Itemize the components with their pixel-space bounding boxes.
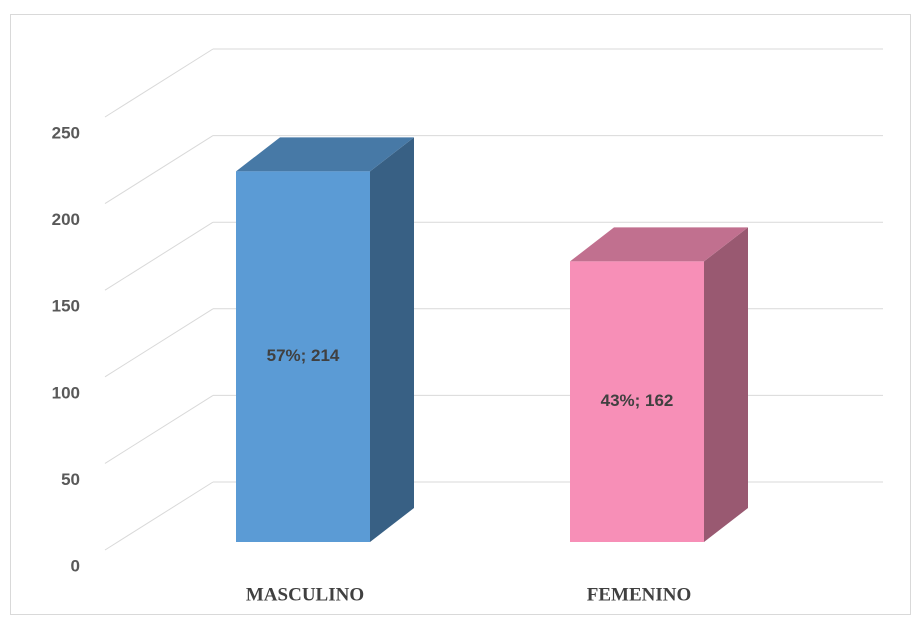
bar-top [236,137,414,172]
grid-line [104,308,214,378]
y-tick-label: 100 [52,383,80,402]
y-tick-label: 200 [52,210,80,229]
value-label: 43%; 162 [601,391,674,410]
bar-side [704,227,748,542]
y-tick-label: 50 [61,470,80,489]
y-tick-label: 0 [71,556,80,575]
grid-line [104,481,214,551]
grid-line [104,135,214,205]
x-tick-label: FEMENINO [587,584,692,605]
y-tick-label: 250 [52,123,80,142]
bar [570,261,704,542]
bar-side [370,137,414,543]
value-label: 57%; 214 [267,346,340,365]
grid-line [104,394,214,464]
x-tick-label: MASCULINO [246,584,364,605]
bar-top [570,227,748,262]
bar [236,171,370,543]
y-tick-label: 150 [52,297,80,316]
grid-line [104,221,214,291]
grid-line [104,48,214,118]
